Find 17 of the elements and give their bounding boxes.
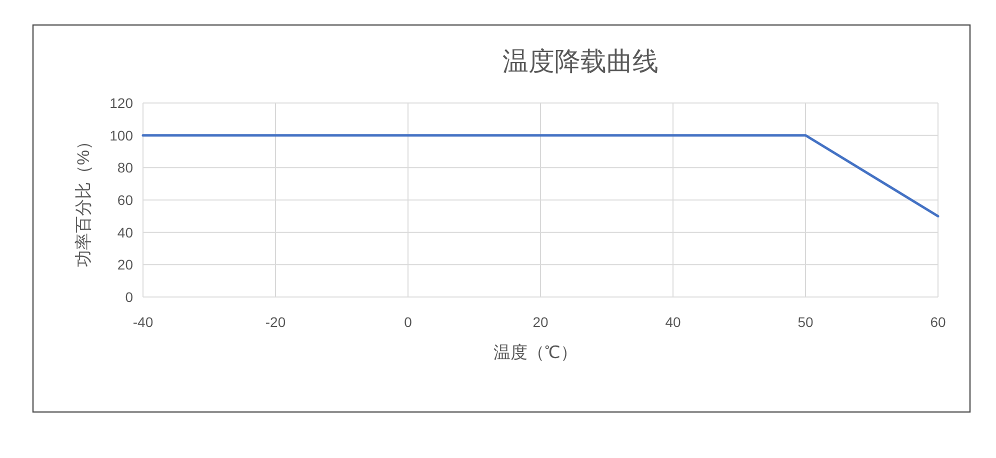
- y-tick-label: 40: [117, 224, 134, 240]
- x-tick-label: 50: [798, 314, 814, 330]
- y-tick-label: 0: [125, 289, 134, 305]
- y-tick-label: 60: [117, 192, 134, 208]
- y-tick-label: 20: [117, 256, 134, 273]
- y-tick-label: 100: [110, 127, 134, 144]
- chart-title: 温度降载曲线: [502, 46, 658, 76]
- y-tick-label: 80: [117, 160, 134, 176]
- x-tick-label: 40: [665, 314, 681, 330]
- x-tick-label: -20: [265, 314, 286, 330]
- x-tick-label: 20: [532, 314, 548, 330]
- x-axis-title: 温度（℃）: [494, 343, 578, 362]
- x-tick-label: -40: [132, 314, 154, 330]
- x-tick-label: 0: [404, 314, 412, 330]
- y-tick-label: 120: [110, 95, 134, 111]
- y-axis-title: 功率百分比（%）: [74, 132, 93, 268]
- x-tick-label: 60: [930, 314, 946, 330]
